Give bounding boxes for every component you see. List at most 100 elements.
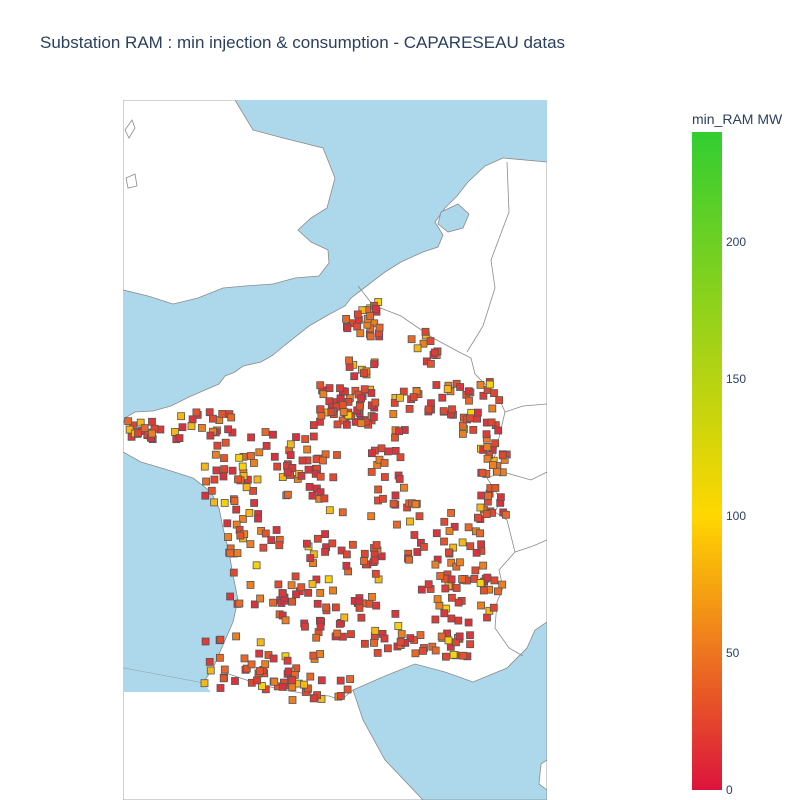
substation-marker[interactable] [357, 613, 366, 622]
substation-marker[interactable] [206, 666, 215, 675]
substation-marker[interactable] [476, 380, 485, 389]
substation-marker[interactable] [501, 510, 510, 519]
substation-marker[interactable] [250, 600, 259, 609]
substation-marker[interactable] [192, 408, 201, 417]
substation-marker[interactable] [396, 453, 405, 462]
substation-marker[interactable] [312, 633, 321, 642]
substation-marker[interactable] [450, 522, 459, 531]
substation-marker[interactable] [281, 616, 290, 625]
substation-marker[interactable] [410, 531, 419, 539]
substation-marker[interactable] [343, 324, 352, 333]
substation-marker[interactable] [297, 471, 306, 480]
substation-marker[interactable] [202, 477, 210, 486]
substation-marker[interactable] [325, 506, 334, 515]
substation-marker[interactable] [482, 430, 491, 439]
substation-marker[interactable] [261, 529, 270, 538]
substation-marker[interactable] [424, 405, 433, 414]
substation-marker[interactable] [466, 640, 475, 649]
substation-marker[interactable] [316, 622, 325, 631]
substation-marker[interactable] [216, 635, 225, 644]
substation-marker[interactable] [336, 676, 345, 685]
substation-marker[interactable] [458, 429, 467, 438]
substation-marker[interactable] [262, 441, 271, 450]
substation-marker[interactable] [188, 415, 197, 424]
substation-marker[interactable] [356, 329, 365, 338]
substation-marker[interactable] [380, 473, 389, 481]
substation-marker[interactable] [355, 603, 364, 612]
substation-marker[interactable] [488, 461, 497, 470]
substation-marker[interactable] [389, 499, 398, 508]
substation-marker[interactable] [201, 491, 210, 500]
substation-marker[interactable] [224, 425, 232, 434]
substation-marker[interactable] [367, 512, 376, 521]
substation-marker[interactable] [253, 676, 261, 685]
substation-marker[interactable] [419, 339, 428, 348]
substation-marker[interactable] [490, 389, 498, 398]
substation-marker[interactable] [477, 491, 486, 500]
substation-marker[interactable] [124, 417, 133, 426]
substation-marker[interactable] [443, 385, 452, 393]
substation-marker[interactable] [472, 548, 481, 557]
substation-marker[interactable] [346, 675, 355, 683]
substation-marker[interactable] [256, 594, 265, 603]
substation-marker[interactable] [447, 508, 456, 517]
substation-marker[interactable] [286, 451, 295, 460]
substation-marker[interactable] [355, 402, 364, 411]
substation-marker[interactable] [175, 434, 184, 443]
substation-marker[interactable] [496, 493, 505, 502]
substation-marker[interactable] [231, 677, 239, 685]
substation-marker[interactable] [272, 526, 281, 534]
substation-marker[interactable] [466, 631, 474, 640]
substation-marker[interactable] [232, 505, 241, 514]
substation-marker[interactable] [255, 667, 264, 675]
substation-marker[interactable] [391, 609, 400, 618]
substation-marker[interactable] [416, 631, 425, 639]
substation-marker[interactable] [383, 644, 392, 653]
substation-marker[interactable] [255, 448, 264, 457]
substation-marker[interactable] [360, 639, 369, 648]
substation-marker[interactable] [343, 685, 352, 694]
substation-marker[interactable] [221, 438, 230, 447]
substation-marker[interactable] [301, 622, 309, 631]
substation-marker[interactable] [205, 408, 214, 417]
substation-marker[interactable] [198, 423, 206, 432]
substation-marker[interactable] [471, 566, 480, 575]
substation-marker[interactable] [367, 389, 376, 397]
substation-marker[interactable] [366, 312, 375, 320]
substation-marker[interactable] [298, 456, 307, 465]
substation-marker[interactable] [205, 658, 214, 666]
substation-marker[interactable] [405, 404, 414, 413]
substation-marker[interactable] [393, 520, 401, 529]
substation-marker[interactable] [269, 654, 278, 663]
substation-marker[interactable] [148, 429, 156, 438]
substation-marker[interactable] [369, 413, 378, 421]
substation-marker[interactable] [317, 676, 326, 685]
substation-marker[interactable] [447, 614, 456, 623]
substation-marker[interactable] [484, 492, 493, 500]
substation-marker[interactable] [373, 649, 382, 657]
substation-marker[interactable] [466, 414, 474, 423]
substation-marker[interactable] [447, 575, 456, 584]
substation-marker[interactable] [240, 654, 249, 663]
substation-marker[interactable] [452, 584, 461, 592]
substation-marker[interactable] [336, 692, 345, 700]
substation-marker[interactable] [347, 630, 355, 638]
substation-marker[interactable] [431, 646, 440, 655]
substation-marker[interactable] [454, 616, 463, 625]
substation-marker[interactable] [302, 539, 311, 548]
substation-marker[interactable] [371, 398, 380, 407]
substation-marker[interactable] [304, 588, 313, 597]
substation-marker[interactable] [220, 498, 229, 507]
substation-marker[interactable] [464, 523, 473, 532]
substation-marker[interactable] [396, 637, 405, 646]
substation-marker[interactable] [441, 584, 450, 593]
substation-marker[interactable] [487, 418, 496, 427]
substation-marker[interactable] [257, 682, 266, 690]
substation-marker[interactable] [444, 636, 453, 645]
substation-marker[interactable] [426, 337, 435, 346]
substation-marker[interactable] [357, 419, 366, 428]
substation-marker[interactable] [148, 417, 156, 426]
substation-marker[interactable] [441, 652, 450, 661]
substation-marker[interactable] [377, 444, 386, 453]
substation-marker[interactable] [261, 428, 270, 436]
